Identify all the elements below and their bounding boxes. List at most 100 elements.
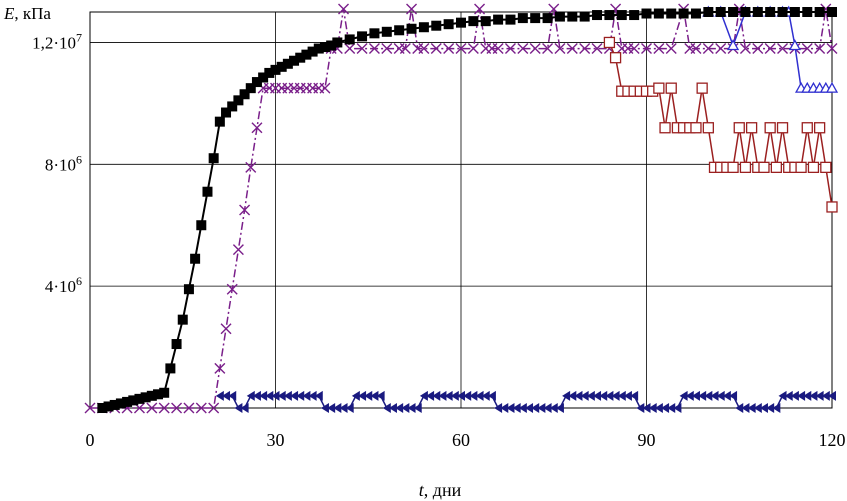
data-point <box>807 161 820 174</box>
data-point <box>228 390 237 401</box>
data-point <box>438 390 447 401</box>
data-point <box>431 20 442 31</box>
data-point <box>710 390 719 401</box>
data-point <box>251 122 263 134</box>
data-point <box>395 403 404 413</box>
data-point <box>605 390 614 401</box>
data-point <box>84 402 96 414</box>
x-tick-label: 90 <box>638 430 656 450</box>
data-point <box>772 403 781 413</box>
data-point <box>430 43 442 55</box>
data-point <box>580 390 589 401</box>
data-point <box>494 403 503 413</box>
data-point <box>276 61 287 72</box>
data-point <box>418 43 430 55</box>
data-point <box>356 43 368 55</box>
data-point <box>797 390 806 401</box>
data-point <box>592 10 603 21</box>
data-point <box>388 403 397 413</box>
data-point <box>134 393 145 404</box>
data-point <box>302 390 311 401</box>
data-point <box>319 82 331 94</box>
data-point <box>630 390 639 401</box>
data-point <box>529 43 541 55</box>
data-point <box>777 43 789 55</box>
data-point <box>171 339 182 350</box>
data-point <box>239 89 250 100</box>
data-point <box>455 43 467 55</box>
data-point <box>753 403 762 413</box>
data-point <box>815 390 824 401</box>
data-point <box>332 37 343 48</box>
data-point <box>271 390 280 401</box>
data-point <box>407 403 416 413</box>
data-point <box>394 25 405 36</box>
data-point <box>740 7 751 17</box>
data-point <box>776 122 789 134</box>
data-point <box>239 204 251 216</box>
data-point <box>444 390 453 401</box>
data-point <box>665 82 677 94</box>
data-point <box>234 403 243 413</box>
data-point <box>629 10 640 21</box>
x-tick-label: 120 <box>819 430 846 450</box>
data-point <box>665 43 677 55</box>
y-tick-label: 4·106 <box>45 274 82 296</box>
data-point <box>826 43 838 55</box>
data-point <box>641 8 652 19</box>
x-tick-labels: 0 30 60 90 120 <box>86 430 846 450</box>
data-point <box>277 390 286 401</box>
data-point <box>418 22 429 33</box>
data-point <box>492 43 504 55</box>
data-point <box>283 390 292 401</box>
data-point <box>406 23 417 34</box>
data-point <box>220 323 232 335</box>
data-point <box>221 107 232 118</box>
data-point <box>214 116 225 127</box>
data-point <box>685 390 694 401</box>
x-axis-label: t, дни <box>419 480 462 500</box>
data-point <box>616 10 627 21</box>
data-point <box>759 403 768 413</box>
data-point <box>729 390 738 401</box>
data-point <box>313 43 324 54</box>
data-point <box>702 43 714 55</box>
data-point <box>814 7 825 17</box>
data-point <box>128 395 139 406</box>
data-point <box>245 83 256 94</box>
data-point <box>381 43 393 55</box>
data-point <box>345 403 354 413</box>
data-point <box>715 7 726 17</box>
data-point <box>789 7 800 17</box>
data-point <box>747 403 756 413</box>
series-line <box>708 11 832 89</box>
data-point <box>554 43 566 55</box>
data-point <box>764 43 776 55</box>
data-point <box>208 402 220 414</box>
data-point <box>579 43 591 55</box>
data-point <box>97 403 108 413</box>
data-point <box>258 72 269 83</box>
data-point <box>803 390 812 401</box>
data-point <box>766 403 775 413</box>
data-point <box>549 403 558 413</box>
data-point <box>735 403 744 413</box>
data-point <box>788 39 802 51</box>
data-point <box>344 43 356 55</box>
data-point <box>641 43 652 55</box>
data-point <box>140 392 151 403</box>
data-point <box>481 390 490 401</box>
data-point <box>364 390 373 401</box>
data-point <box>487 390 496 401</box>
data-point <box>381 26 392 37</box>
y-axis-label: E, кПа <box>3 4 51 23</box>
data-point <box>752 43 764 55</box>
data-point <box>642 403 651 413</box>
data-point <box>673 403 682 413</box>
data-point <box>778 390 787 401</box>
data-point <box>480 16 491 27</box>
data-point <box>537 403 546 413</box>
data-point <box>814 43 826 55</box>
data-point <box>809 390 818 401</box>
data-point <box>339 403 348 413</box>
